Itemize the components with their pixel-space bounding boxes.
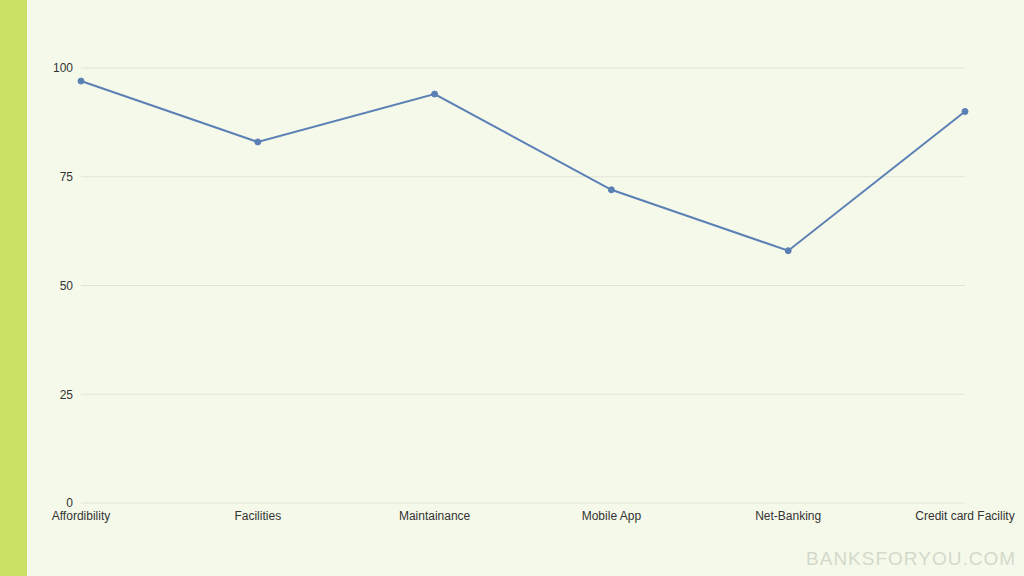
html-text:BANKSFORYOU.COM: BANKSFORYOU.COM xyxy=(806,548,1016,569)
svg-text:100: 100 xyxy=(53,61,73,75)
svg-text:Mobile App: Mobile App xyxy=(582,509,642,523)
svg-text:Maintainance: Maintainance xyxy=(399,509,471,523)
svg-text:Affordibility: Affordibility xyxy=(52,509,110,523)
svg-text:Credit card Facility: Credit card Facility xyxy=(915,509,1014,523)
svg-text:25: 25 xyxy=(60,388,74,402)
svg-text:0: 0 xyxy=(66,496,73,510)
svg-text:Net-Banking: Net-Banking xyxy=(755,509,821,523)
svg-text:Facilities: Facilities xyxy=(234,509,281,523)
svg-text:75: 75 xyxy=(60,170,74,184)
svg-text:50: 50 xyxy=(60,279,74,293)
